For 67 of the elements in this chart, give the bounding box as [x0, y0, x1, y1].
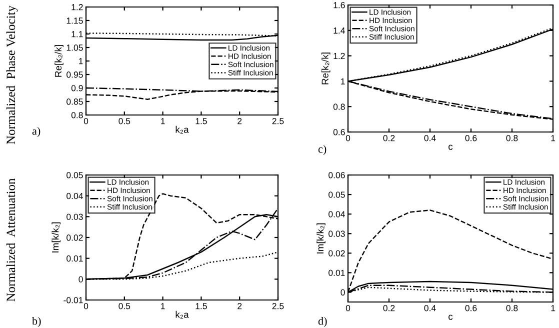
y-tick-label: 1.05 — [66, 44, 83, 51]
y-tick-label: 0.02 — [328, 250, 345, 256]
y-tick-label: 1.6 — [334, 2, 345, 8]
x-axis-title: k₂a — [176, 310, 189, 319]
y-tick-label: 1 — [79, 58, 83, 64]
x-tick-label: 2 — [238, 303, 242, 310]
x-tick-label: 0 — [346, 305, 350, 312]
y-tick-label: -0.01 — [64, 297, 83, 304]
x-tick-label: 1 — [161, 303, 165, 310]
x-axis-title: k₂a — [176, 126, 189, 134]
x-tick-label: 0.4 — [424, 135, 436, 142]
y-tick-label: 0.9 — [71, 85, 83, 92]
x-tick-label: 0.2 — [383, 135, 395, 142]
y-tick-label: 1.2 — [334, 52, 345, 59]
y-tick-label: 0.04 — [66, 192, 83, 200]
y-tick-label: 0.95 — [66, 72, 83, 78]
y-tick-label: 0.6 — [333, 129, 345, 136]
x-tick-label: 0.8 — [506, 305, 518, 312]
text: b) — [32, 316, 41, 328]
y-tick-label: 1.2 — [72, 4, 83, 10]
y-tick-label: 0.03 — [66, 214, 83, 220]
x-axis-title: c — [448, 144, 453, 150]
x-tick-label: 0.6 — [465, 135, 477, 142]
x-tick-label: 1 — [161, 118, 165, 124]
x-tick-label: 0 — [346, 135, 350, 142]
x-tick-label: 0.6 — [465, 305, 477, 312]
text: Normalized Phase Velocity — [6, 6, 18, 144]
y-axis-title: Re[k₂/k] — [54, 45, 64, 77]
x-tick-label: 1.5 — [196, 303, 207, 310]
x-tick-label: 0.4 — [424, 305, 436, 312]
y-tick-label: 0.05 — [66, 172, 83, 178]
y-tick-label: 0 — [78, 276, 83, 282]
x-tick-label: 0 — [84, 118, 88, 124]
y-tick-label: 1.4 — [334, 28, 345, 34]
x-axis-title: c — [448, 314, 453, 320]
y-tick-label: 0.8 — [71, 112, 83, 118]
y-tick-label: 0.03 — [328, 230, 345, 237]
y-tick-label: 0.05 — [328, 192, 345, 198]
x-tick-label: 0 — [84, 303, 88, 310]
text: a) — [32, 126, 40, 138]
x-tick-label: 1.5 — [196, 118, 207, 124]
x-tick-label: 0.5 — [118, 303, 130, 310]
x-tick-label: 1 — [551, 135, 556, 142]
y-tick-label: 0.01 — [66, 255, 83, 262]
x-tick-label: 2.5 — [272, 303, 284, 310]
y-tick-label: 0.01 — [328, 270, 345, 276]
x-tick-label: 0.2 — [383, 305, 395, 312]
y-tick-label: 0.04 — [328, 211, 345, 218]
x-tick-label: 2 — [238, 118, 242, 124]
y-axis-title: Im[k/k₂] — [316, 223, 326, 254]
y-tick-label: 0 — [340, 289, 345, 296]
y-tick-label: 0.8 — [333, 104, 345, 110]
x-tick-label: 2.5 — [272, 118, 284, 124]
y-axis-title: Im[k/k₂] — [52, 222, 61, 252]
text: Normalized Attenuation — [6, 178, 16, 302]
y-tick-label: 0.06 — [328, 172, 345, 178]
y-axis-title: Re[k₂/k] — [321, 52, 330, 84]
y-tick-label: 0.85 — [66, 98, 83, 105]
x-tick-label: 0.5 — [118, 118, 130, 124]
y-tick-label: 1 — [341, 78, 345, 84]
x-tick-label: 1 — [551, 305, 556, 312]
y-tick-label: 0.02 — [66, 234, 83, 241]
y-tick-label: 1.15 — [66, 18, 83, 24]
x-tick-label: 0.8 — [506, 135, 518, 142]
y-tick-label: 1.1 — [72, 31, 83, 38]
text: d) — [318, 316, 327, 328]
text: c) — [318, 144, 326, 156]
